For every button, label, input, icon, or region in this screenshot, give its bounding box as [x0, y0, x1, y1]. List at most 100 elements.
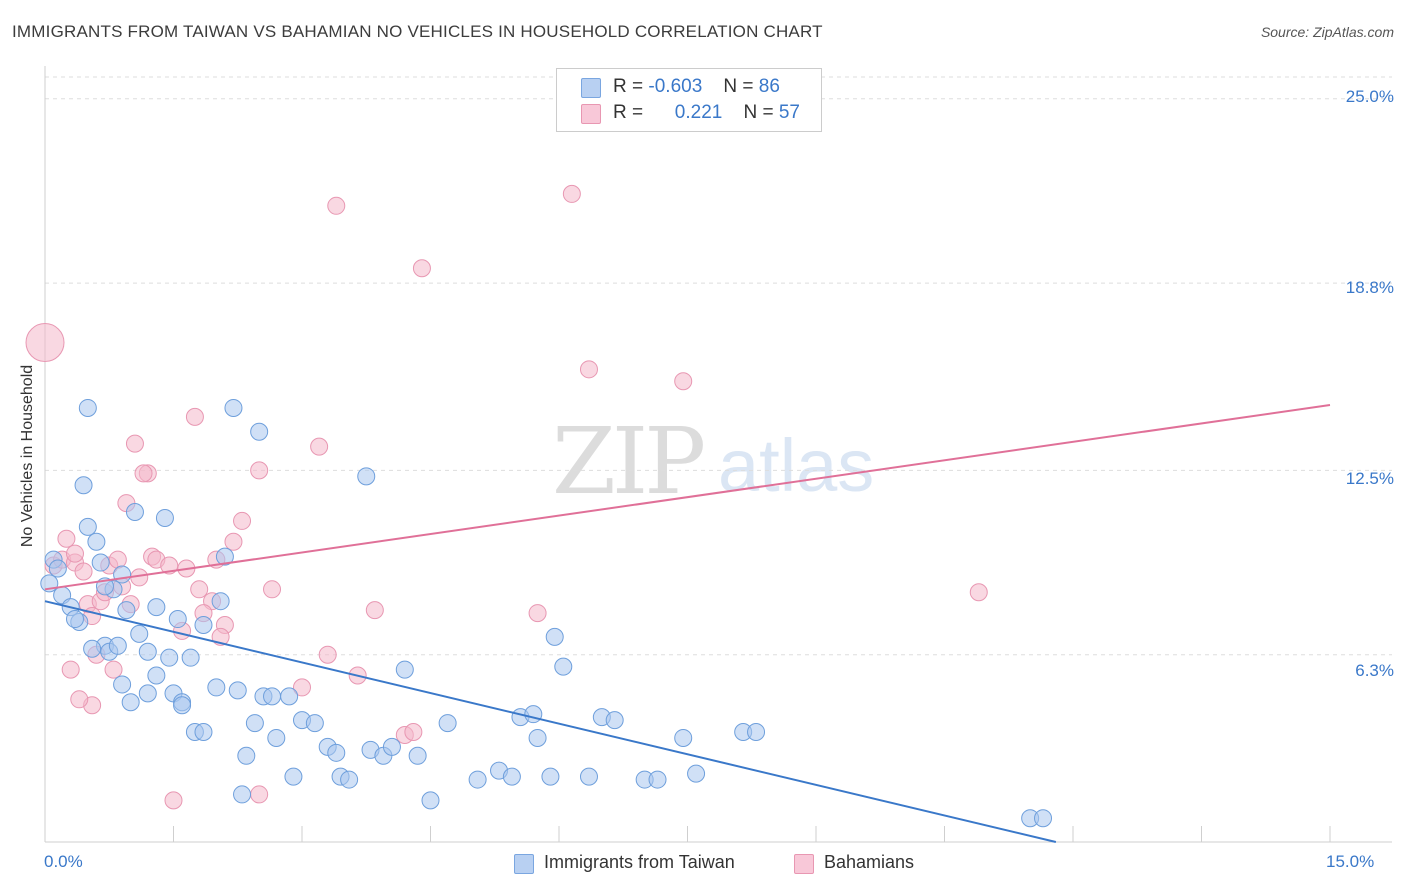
data-point — [404, 723, 423, 742]
data-point — [1034, 809, 1053, 828]
data-point — [382, 737, 401, 756]
data-point — [113, 565, 132, 584]
data-point — [674, 372, 693, 391]
data-point — [541, 767, 560, 786]
data-point — [25, 323, 65, 363]
data-point — [87, 532, 106, 551]
data-point — [267, 728, 286, 747]
x-tick-label-max: 15.0% — [1326, 852, 1375, 871]
data-point — [310, 437, 329, 456]
taiwan-trend-line — [44, 600, 1057, 843]
data-point — [168, 610, 187, 629]
chart-source: Source: ZipAtlas.com — [1260, 24, 1394, 40]
data-point — [108, 636, 127, 655]
data-point — [545, 627, 564, 646]
bahamians-points — [25, 184, 988, 810]
data-point — [250, 785, 269, 804]
trend-lines — [44, 403, 1331, 843]
legend-r-label: R = — [613, 102, 644, 123]
data-point — [74, 562, 93, 581]
correlation-legend: R = -0.603 N = 86 R = 0.221 N = 57 — [556, 68, 822, 132]
data-point — [528, 604, 547, 623]
data-point — [687, 764, 706, 783]
legend-r-value: -0.603 — [648, 76, 703, 97]
legend-n-label: N = — [723, 76, 754, 97]
y-axis-label: No Vehicles in Household — [19, 364, 36, 548]
data-point — [61, 660, 80, 679]
legend-n-label: N = — [743, 102, 774, 123]
data-point — [233, 785, 252, 804]
chart-title: IMMIGRANTS FROM TAIWAN VS BAHAMIAN NO VE… — [12, 22, 823, 41]
data-point — [438, 714, 457, 733]
data-point — [969, 583, 988, 602]
data-point — [524, 705, 543, 724]
data-point — [125, 503, 144, 522]
data-point — [91, 553, 110, 572]
data-point — [648, 770, 667, 789]
data-point — [280, 687, 299, 706]
y-tick-label: 6.3% — [1355, 661, 1394, 680]
data-point — [554, 657, 573, 676]
data-point — [468, 770, 487, 789]
data-point — [293, 678, 311, 697]
data-point — [190, 580, 209, 599]
data-point — [160, 648, 179, 667]
data-point — [605, 711, 624, 730]
data-point — [674, 728, 693, 747]
data-point — [74, 476, 93, 495]
legend-n-value: 57 — [778, 102, 800, 123]
data-point — [250, 461, 269, 480]
data-point — [237, 746, 256, 765]
data-point — [305, 714, 324, 733]
data-point — [562, 184, 581, 203]
data-point — [194, 615, 213, 634]
data-point — [138, 684, 157, 703]
data-point — [318, 645, 337, 664]
data-point — [395, 660, 414, 679]
taiwan-points — [40, 398, 1053, 828]
data-point — [155, 508, 174, 527]
watermark: ZIP atlas — [552, 408, 874, 515]
data-point — [70, 690, 89, 709]
data-point — [83, 639, 102, 658]
data-point — [117, 601, 136, 620]
data-point — [147, 598, 166, 617]
data-point — [57, 529, 76, 548]
y-tick-label: 12.5% — [1345, 469, 1394, 488]
legend-label-taiwan: Immigrants from Taiwan — [544, 852, 735, 872]
legend-label-bahamians: Bahamians — [824, 852, 915, 872]
data-point — [357, 467, 376, 486]
legend-n-value: 86 — [758, 76, 780, 97]
data-point — [224, 532, 243, 551]
data-point — [233, 511, 252, 530]
data-point — [228, 681, 247, 700]
data-point — [207, 678, 226, 697]
data-point — [160, 556, 179, 575]
legend-r-label: R = — [613, 76, 644, 97]
data-point — [130, 624, 149, 643]
data-point — [245, 714, 264, 733]
x-tick-label-min: 0.0% — [44, 852, 83, 871]
data-point — [327, 743, 346, 762]
grid-lines — [45, 76, 1392, 656]
data-point — [104, 660, 123, 679]
data-point — [147, 666, 166, 685]
data-point — [215, 547, 234, 566]
data-point — [263, 687, 282, 706]
data-point — [340, 770, 359, 789]
legend-swatch-taiwan — [514, 854, 534, 874]
data-point — [173, 696, 192, 715]
watermark-atlas: atlas — [718, 424, 874, 507]
data-point — [263, 580, 282, 599]
data-point — [528, 728, 547, 747]
data-point — [78, 517, 97, 536]
data-point — [224, 398, 243, 417]
axes — [44, 66, 1392, 843]
legend-swatch-bahamians — [794, 854, 814, 874]
data-point — [108, 550, 127, 569]
data-point — [747, 723, 766, 742]
data-point — [65, 544, 84, 563]
legend-r-value: 0.221 — [674, 102, 723, 123]
legend-swatch-bahamians — [581, 104, 601, 124]
